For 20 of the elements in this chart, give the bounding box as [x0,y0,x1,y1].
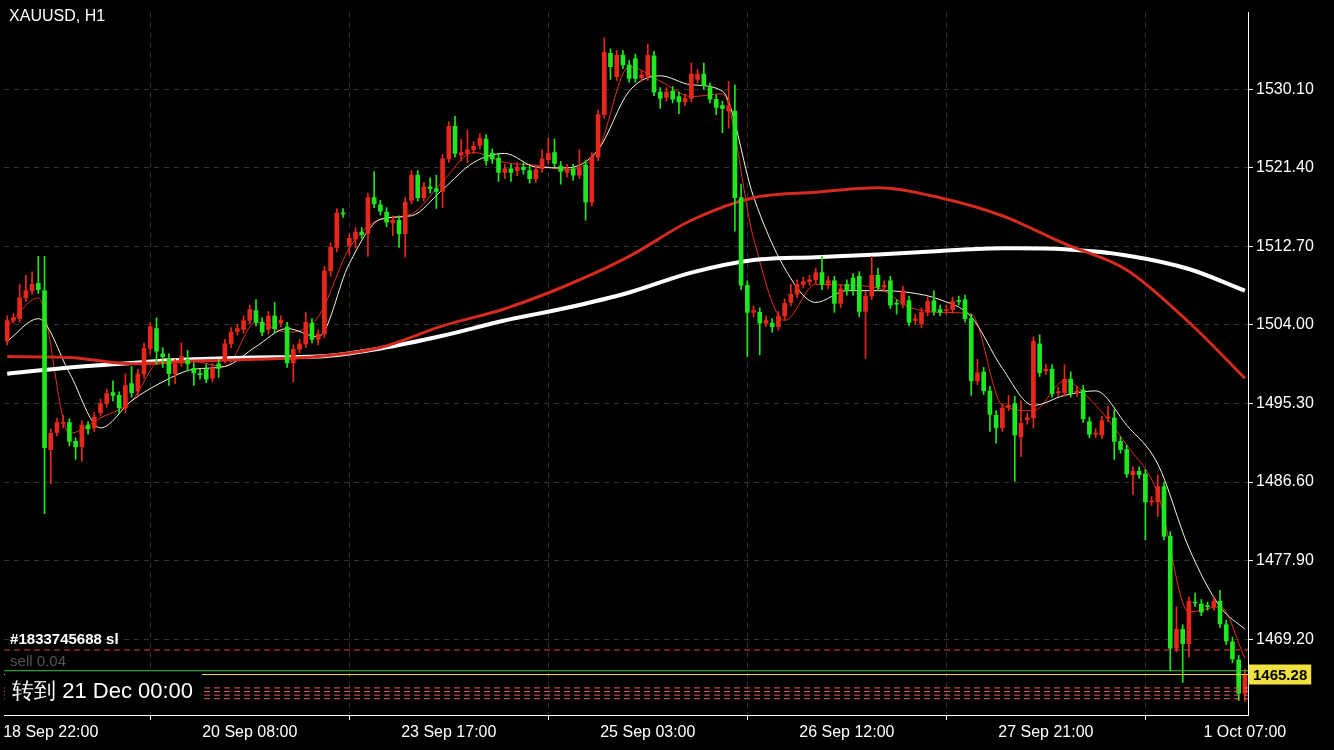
chart-title: XAUUSD, H1 [9,7,106,25]
ref-line-label: 1465.28 [1253,665,1308,683]
y-tick-label: 1495.30 [1256,393,1314,411]
x-tick-label: 18 Sep 22:00 [3,723,99,741]
annotation: sell 0.04 [10,652,66,670]
x-tick-label: 23 Sep 17:00 [401,723,497,741]
ref-line-label: #1833745688 sl [10,629,119,647]
y-tick-label: 1469.20 [1256,629,1314,647]
y-tick-label: 1477.90 [1256,551,1314,569]
x-tick-label: 1 Oct 07:00 [1203,723,1287,741]
x-tick-label: 25 Sep 03:00 [600,723,696,741]
y-tick-label: 1512.70 [1256,236,1314,254]
annotation: 转到 21 Dec 00:00 [12,678,194,704]
x-tick-label: 20 Sep 08:00 [202,723,298,741]
y-tick-label: 1521.40 [1256,158,1314,176]
x-tick-label: 26 Sep 12:00 [799,723,895,741]
y-tick-label: 1530.10 [1256,79,1314,97]
y-tick-label: 1504.00 [1256,315,1314,333]
x-tick-label: 27 Sep 21:00 [998,723,1094,741]
y-tick-label: 1486.60 [1256,472,1314,490]
